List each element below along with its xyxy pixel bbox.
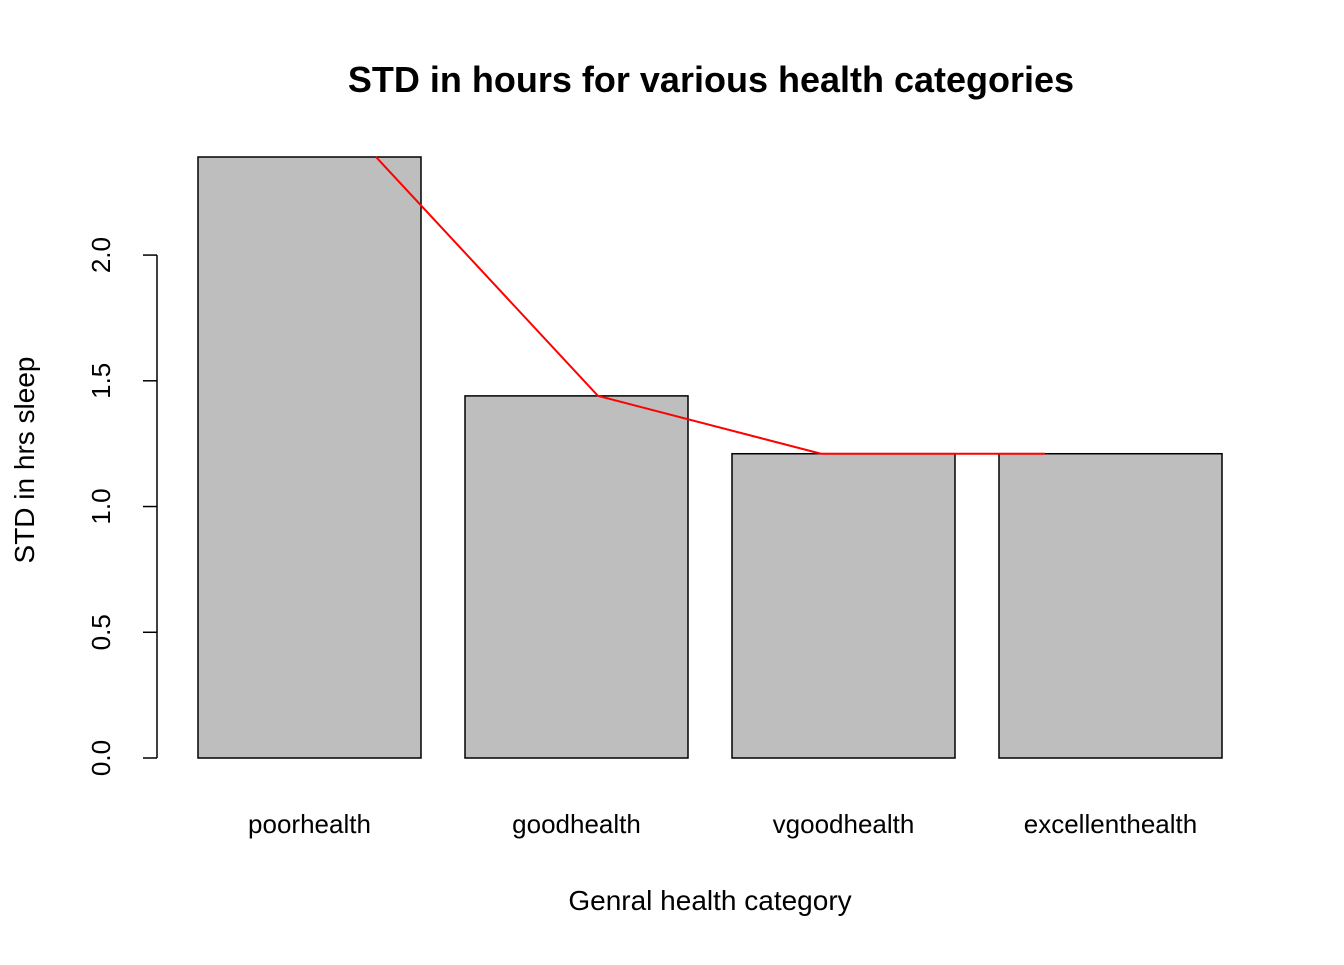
y-tick-label: 2.0 (86, 237, 116, 273)
x-tick-label: vgoodhealth (773, 809, 915, 839)
y-tick-label: 0.5 (86, 614, 116, 650)
y-axis: 0.0 0.5 1.0 1.5 2.0 (86, 237, 158, 776)
x-axis-label: Genral health category (568, 885, 851, 916)
series-line (375, 156, 1045, 455)
y-tick-label: 1.0 (86, 488, 116, 524)
overlay-line-group (375, 156, 1045, 455)
y-tick-label: 1.5 (86, 363, 116, 399)
x-tick-label: goodhealth (512, 809, 641, 839)
y-tick-label: 0.0 (86, 740, 116, 776)
bar (464, 395, 689, 759)
x-tick-label: excellenthealth (1024, 809, 1197, 839)
chart-title: STD in hours for various health categori… (348, 59, 1074, 100)
bar (731, 452, 956, 759)
bars-group (197, 156, 1223, 759)
category-labels: poorhealth goodhealth vgoodhealth excellent… (248, 809, 1197, 839)
x-tick-label: poorhealth (248, 809, 371, 839)
bar (197, 156, 422, 759)
bar (998, 452, 1223, 759)
y-axis-label: STD in hrs sleep (9, 357, 40, 564)
